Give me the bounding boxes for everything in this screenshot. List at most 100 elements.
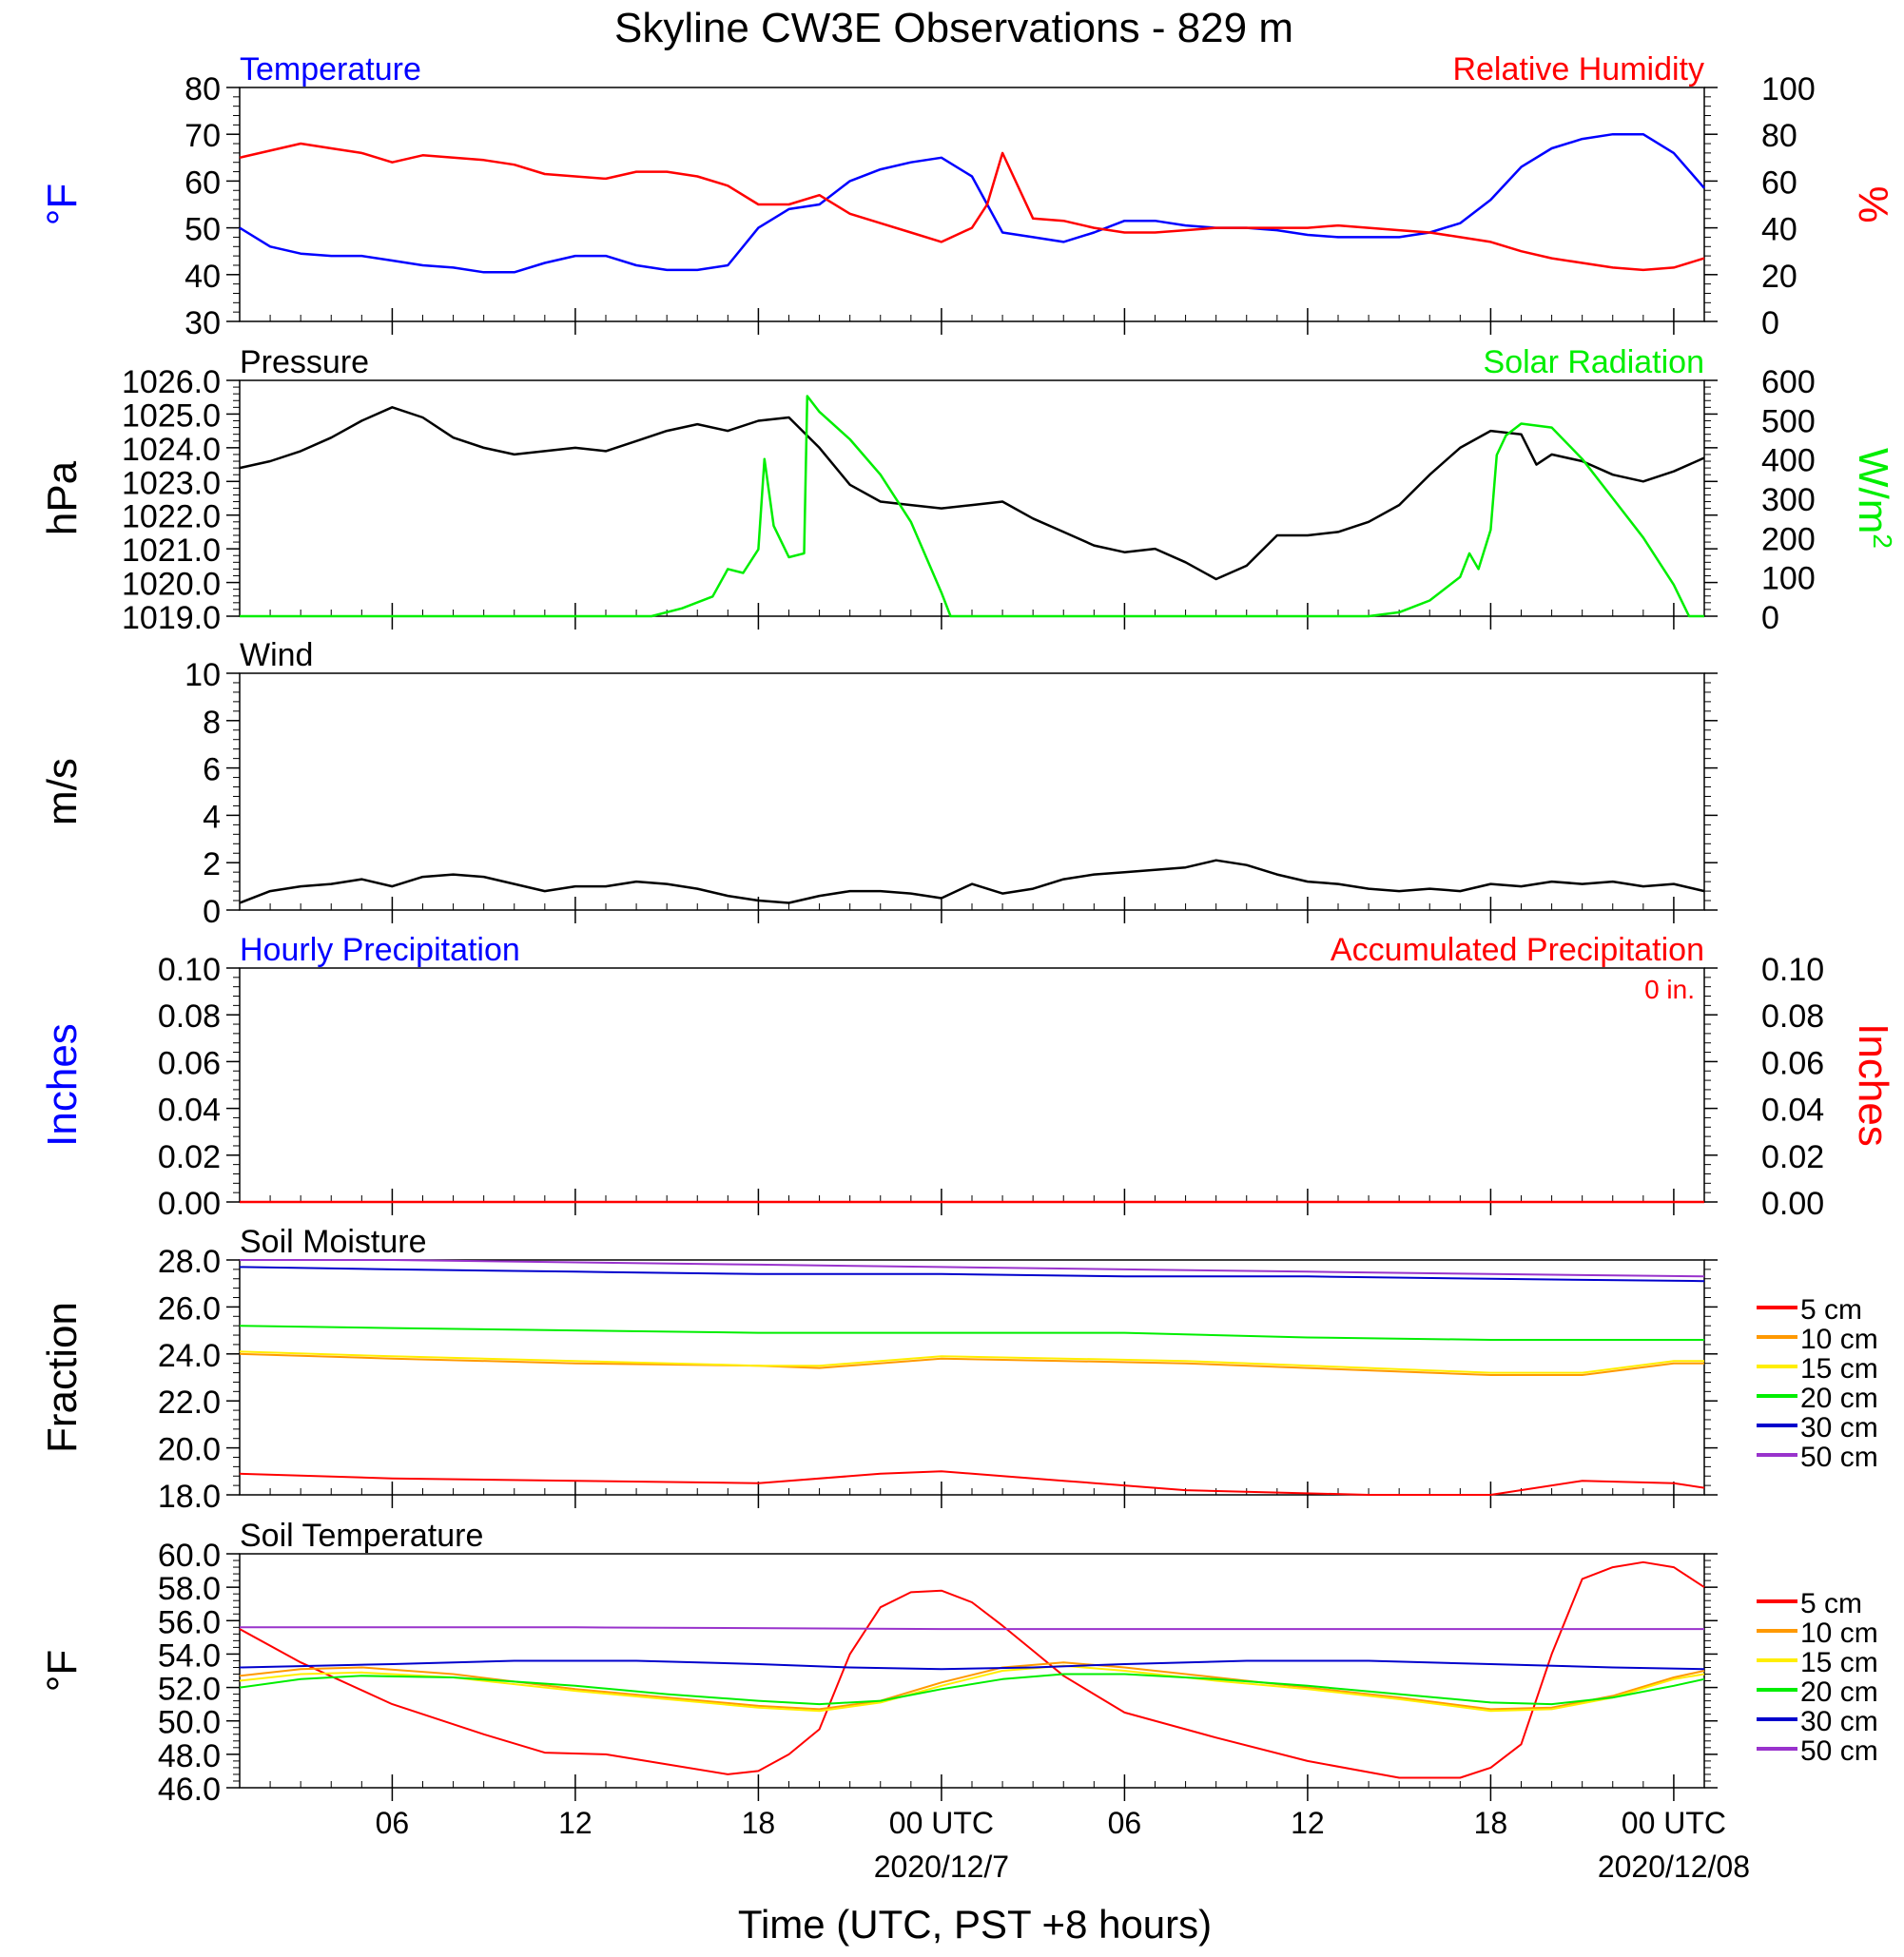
legend-label: 5 cm	[1800, 1588, 1862, 1619]
series-line-50-cm	[240, 1259, 1705, 1278]
panel-soil-temperature: 46.048.050.052.054.056.058.060.0 Soil Tem…	[39, 1518, 1878, 1808]
left-tick-label: 0.06	[158, 1045, 221, 1081]
left-tick-label: 40	[185, 259, 221, 295]
left-tick-label: 26.0	[158, 1290, 221, 1327]
left-axis-label: Inches	[39, 1023, 86, 1147]
right-tick-label: 0.02	[1761, 1139, 1824, 1175]
right-tick-label: 200	[1761, 521, 1816, 557]
left-tick-label: 30	[185, 305, 221, 341]
left-axis-label: °F	[39, 184, 86, 225]
right-tick-label: 0	[1761, 600, 1779, 636]
time-tick-label: 00 UTC	[1622, 1806, 1726, 1840]
legend-label: 50 cm	[1800, 1735, 1878, 1767]
series-line-temperature	[239, 132, 1705, 274]
x-axis-title: Time (UTC, PST +8 hours)	[738, 1902, 1212, 1947]
left-tick-label: 1025.0	[122, 397, 221, 434]
left-tick-label: 4	[203, 799, 221, 835]
series-line-30-cm	[239, 1659, 1705, 1671]
series-line-20-cm	[239, 1325, 1704, 1341]
right-axis-label-superscript: 2	[1869, 533, 1898, 549]
series-line-15-cm	[239, 1350, 1704, 1374]
series-line-15-cm	[239, 1664, 1705, 1713]
right-tick-label: 0.06	[1761, 1045, 1824, 1081]
panel-precipitation: 0.00 0.02 0.04 0.06 0.08 0.10 0.00 0.02 0.04 0.06…	[39, 932, 1896, 1222]
left-tick-label: 18.0	[158, 1479, 221, 1515]
series-line-20-cm	[239, 1673, 1705, 1706]
series-line-relative-humidity	[239, 142, 1705, 272]
series-line-solar-radiation	[240, 395, 1704, 618]
panel-left-title: Wind	[240, 637, 313, 673]
series-line-30-cm	[239, 1266, 1705, 1283]
right-tick-label: 0.10	[1761, 952, 1824, 988]
right-tick-label: 0.04	[1761, 1093, 1824, 1129]
right-tick-label: 600	[1761, 364, 1816, 400]
time-tick-label: 18	[1474, 1806, 1508, 1840]
right-tick-label: 60	[1761, 165, 1797, 201]
left-tick-label: 60.0	[158, 1538, 221, 1574]
left-tick-label: 52.0	[158, 1672, 221, 1708]
left-tick-label: 1026.0	[122, 364, 221, 400]
right-tick-label: 0.00	[1761, 1186, 1824, 1222]
left-tick-label: 60	[185, 165, 221, 201]
time-tick-label: 06	[376, 1806, 410, 1840]
right-tick-label: 40	[1761, 212, 1797, 248]
panel-left-title: Pressure	[240, 344, 369, 380]
series-line-10-cm	[239, 1352, 1704, 1376]
left-tick-label: 50.0	[158, 1705, 221, 1741]
left-tick-label: 0.08	[158, 998, 221, 1035]
left-tick-label: 50	[185, 212, 221, 248]
left-tick-label: 24.0	[158, 1338, 221, 1374]
panel-soil-moisture: 18.0 20.0 22.0 24.0 26.0 28.0 Soil Moisture Fra…	[39, 1224, 1878, 1515]
time-tick-label: 06	[1108, 1806, 1142, 1840]
left-tick-label: 80	[185, 71, 221, 107]
left-tick-label: 20.0	[158, 1432, 221, 1468]
left-tick-label: 70	[185, 118, 221, 154]
right-axis-label: %	[1850, 185, 1896, 223]
right-tick-label: 100	[1761, 71, 1816, 107]
right-tick-label: 20	[1761, 259, 1797, 295]
series-line-5-cm	[239, 1560, 1705, 1779]
legend-label: 30 cm	[1800, 1412, 1878, 1444]
left-tick-label: 1021.0	[122, 533, 221, 569]
left-tick-label: 22.0	[158, 1385, 221, 1421]
legend-label: 15 cm	[1800, 1353, 1878, 1385]
panel-right-title: Relative Humidity	[1452, 51, 1704, 87]
left-tick-label: 54.0	[158, 1637, 221, 1674]
legend-label: 10 cm	[1800, 1324, 1878, 1355]
left-tick-label: 1024.0	[122, 432, 221, 468]
left-tick-label: 58.0	[158, 1571, 221, 1607]
time-tick-label: 12	[558, 1806, 593, 1840]
accumulated-value-label: 0 in.	[1644, 975, 1695, 1004]
figure-title: Skyline CW3E Observations - 829 m	[614, 5, 1293, 51]
left-tick-label: 1022.0	[122, 499, 221, 535]
left-axis-label: °F	[39, 1650, 86, 1692]
left-tick-label: 0.00	[158, 1186, 221, 1222]
right-tick-label: 400	[1761, 443, 1816, 479]
left-tick-label: 56.0	[158, 1604, 221, 1640]
time-date-label: 2020/12/7	[874, 1850, 1009, 1884]
left-tick-label: 1019.0	[122, 600, 221, 636]
right-tick-label: 0	[1761, 305, 1779, 341]
left-tick-label: 10	[185, 657, 221, 693]
left-axis-label: m/s	[39, 758, 86, 825]
left-tick-label: 2	[203, 846, 221, 882]
legend-label: 20 cm	[1800, 1383, 1878, 1414]
panel-pressure-solar: 1019.01020.01021.01022.01023.01024.01025…	[39, 344, 1898, 636]
legend-label: 5 cm	[1800, 1294, 1862, 1326]
right-tick-label: 0.08	[1761, 998, 1824, 1035]
time-tick-label: 18	[742, 1806, 776, 1840]
left-tick-label: 28.0	[158, 1244, 221, 1280]
time-axis: 06 12 18 00 UTC 2020/12/7 06 12 18 00 UTC 2020/12…	[376, 1806, 1750, 1884]
left-tick-label: 0	[203, 894, 221, 930]
legend-label: 20 cm	[1800, 1676, 1878, 1708]
panel-right-title: Accumulated Precipitation	[1331, 932, 1704, 968]
left-tick-label: 6	[203, 752, 221, 788]
right-tick-label: 500	[1761, 403, 1816, 439]
left-tick-label: 46.0	[158, 1772, 221, 1808]
time-date-label: 2020/12/08	[1598, 1850, 1750, 1884]
right-tick-label: 100	[1761, 561, 1816, 597]
panel-left-title: Temperature	[240, 51, 421, 87]
